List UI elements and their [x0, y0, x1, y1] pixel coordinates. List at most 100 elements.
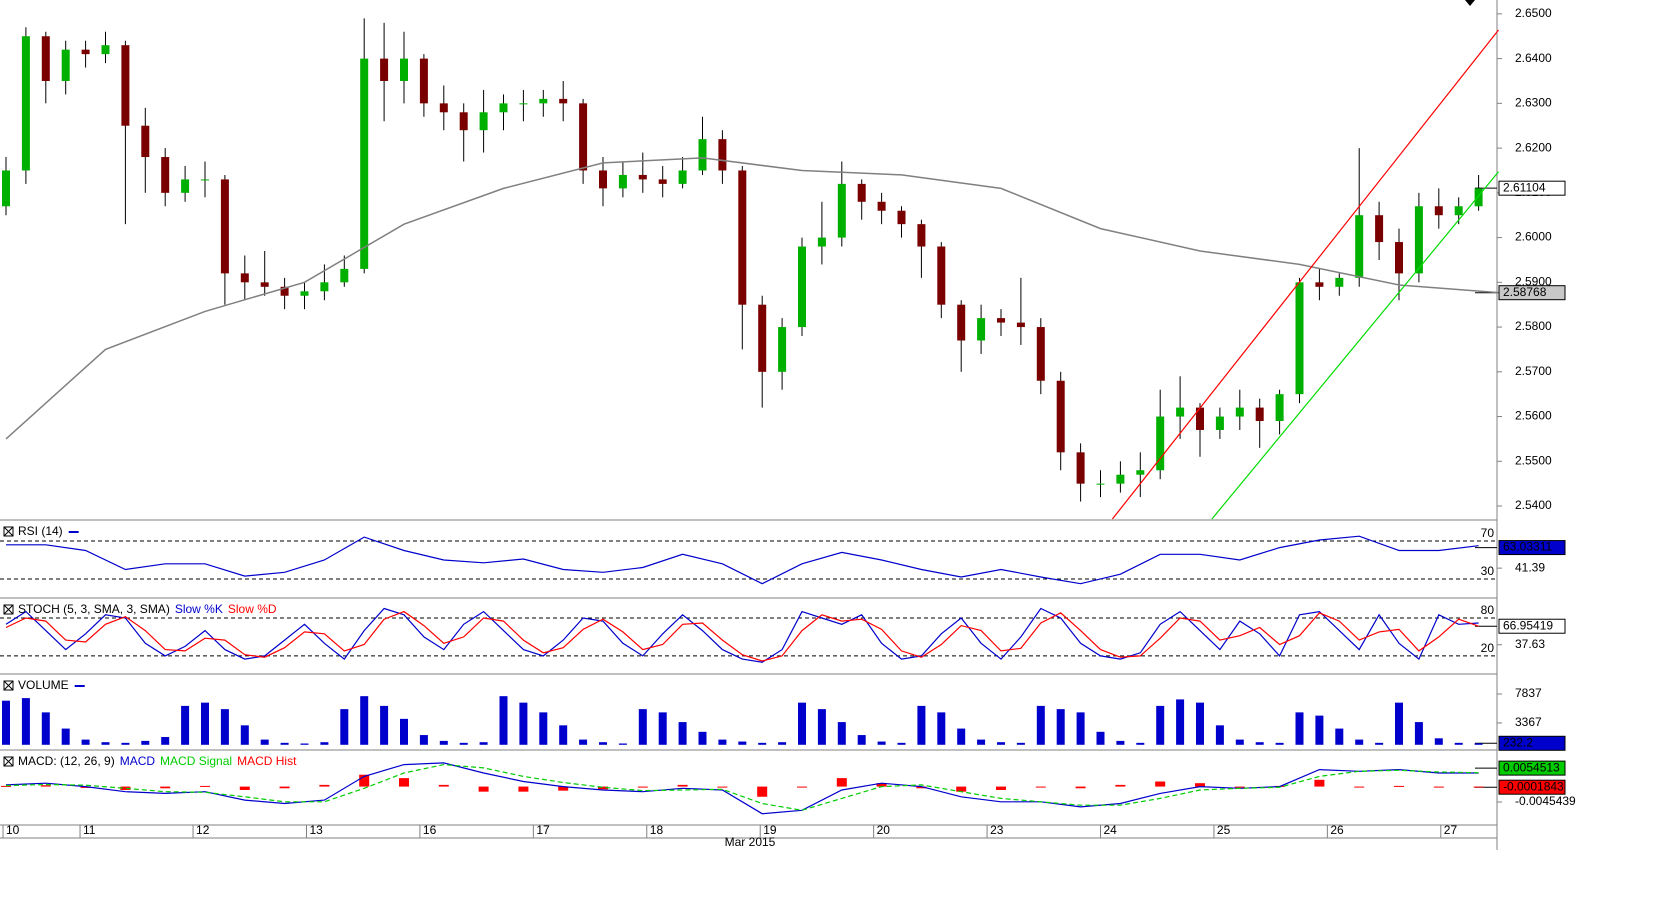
candle-body — [857, 183, 866, 202]
candle-body — [121, 45, 130, 126]
panel-toggle-cross — [3, 680, 14, 691]
volume-bar — [101, 742, 110, 745]
candle-body — [479, 112, 488, 131]
candle-body — [61, 49, 70, 81]
macd-hist-bar — [1234, 786, 1245, 788]
candle-body — [41, 36, 50, 81]
macd-hist-bar — [120, 786, 131, 790]
candle-body — [1375, 215, 1384, 243]
candle-body — [1434, 206, 1443, 216]
macd-hist-bar — [677, 784, 688, 787]
volume-bar — [1036, 705, 1045, 745]
volume-bar — [1414, 722, 1423, 745]
candle-body — [340, 268, 349, 283]
macd-hist-bar — [1, 785, 11, 787]
x-tick-label: 17 — [536, 823, 550, 837]
candle-body — [897, 210, 906, 225]
candle-body — [101, 45, 110, 55]
panel-title: MACD: (12, 26, 9) MACD MACD Signal MACD His… — [18, 754, 297, 768]
volume-bar — [1156, 705, 1165, 745]
last-value-box — [1498, 180, 1566, 196]
candle-body — [1235, 407, 1244, 417]
candle-body — [1156, 416, 1165, 471]
macd-hist-bar — [359, 774, 370, 787]
volume-bar — [1335, 728, 1344, 745]
candle-body — [1116, 474, 1125, 484]
candle-body — [1355, 215, 1364, 278]
indicator-line — [5, 610, 1479, 662]
candle-body — [1295, 282, 1304, 395]
volume-bar — [1375, 742, 1384, 745]
candle-body — [877, 201, 886, 211]
candle-body — [1196, 407, 1204, 430]
volume-bar — [1355, 739, 1364, 745]
macd-hist-bar — [916, 786, 927, 789]
macd-hist-bar — [1394, 785, 1404, 787]
volume-bar — [579, 739, 588, 745]
panel-title-text: MACD: (12, 26, 9) — [18, 754, 115, 768]
candle-body — [658, 179, 667, 184]
macd-hist-bar — [956, 786, 967, 792]
candle-body — [937, 246, 946, 305]
level-label: 30 — [1481, 564, 1495, 578]
y-tick-label: 2.5600 — [1515, 409, 1552, 423]
candle-body — [1255, 407, 1264, 422]
trend-channel-line — [1111, 29, 1499, 520]
volume-bar — [877, 741, 886, 745]
candle-body — [220, 179, 229, 274]
y-tick-label: -0.0045439 — [1515, 794, 1576, 808]
volume-bar — [181, 705, 190, 745]
y-tick-label: 2.6200 — [1515, 140, 1552, 154]
candle-body — [240, 273, 249, 283]
volume-bar — [340, 709, 349, 745]
last-value-box — [1498, 779, 1566, 795]
y-tick-label: 2.6000 — [1515, 230, 1552, 244]
candle-body — [817, 237, 826, 247]
volume-bar — [977, 739, 986, 745]
x-tick-label: 24 — [1104, 823, 1118, 837]
volume-bar — [459, 742, 468, 745]
volume-bar — [618, 743, 627, 745]
y-tick-label: 3367 — [1515, 715, 1542, 729]
legend-entry: MACD — [120, 754, 156, 768]
candle-body — [21, 36, 30, 171]
candle-body — [837, 183, 846, 238]
candle-body — [1036, 327, 1045, 381]
macd-hist-bar — [1354, 786, 1365, 788]
panel-header: STOCH (5, 3, SMA, 3, SMA) Slow %K Slow %D — [3, 602, 277, 616]
macd-hist-bar — [438, 784, 449, 787]
candle-body — [1454, 206, 1463, 216]
candle-body — [81, 49, 90, 55]
y-tick-label: 7837 — [1515, 686, 1542, 700]
last-value-box — [1498, 285, 1566, 301]
last-value-label: -0.0001843 — [1503, 779, 1564, 793]
y-tick-label: 2.6300 — [1515, 96, 1552, 110]
macd-hist-bar — [1195, 783, 1205, 787]
level-label: 70 — [1481, 526, 1495, 540]
volume-bar — [1255, 742, 1264, 745]
candle-body — [201, 179, 209, 181]
candle-body — [260, 282, 269, 287]
macd-hist-bar — [1433, 786, 1444, 788]
volume-bar — [1196, 702, 1204, 745]
candle-body — [698, 139, 707, 171]
volume-bar — [1116, 740, 1125, 745]
macd-hist-bar — [797, 786, 807, 788]
volume-bar — [638, 709, 647, 745]
volume-bar — [240, 725, 249, 745]
macd-hist-bar — [836, 778, 847, 787]
macd-hist-bar — [200, 785, 210, 787]
volume-bar — [1295, 712, 1304, 745]
candle-body — [678, 170, 687, 184]
macd-hist-bar — [757, 786, 768, 797]
candle-body — [459, 112, 468, 131]
last-value-label: 2.58768 — [1503, 285, 1547, 299]
last-value-box — [1498, 735, 1566, 751]
volume-bar — [380, 705, 389, 745]
macd-hist-bar — [239, 786, 250, 790]
macd-hist-bar — [399, 778, 409, 787]
x-tick-label: 26 — [1330, 823, 1344, 837]
candle-body — [499, 103, 508, 113]
candle-body — [1335, 277, 1344, 287]
y-tick-label: 41.39 — [1515, 560, 1545, 574]
